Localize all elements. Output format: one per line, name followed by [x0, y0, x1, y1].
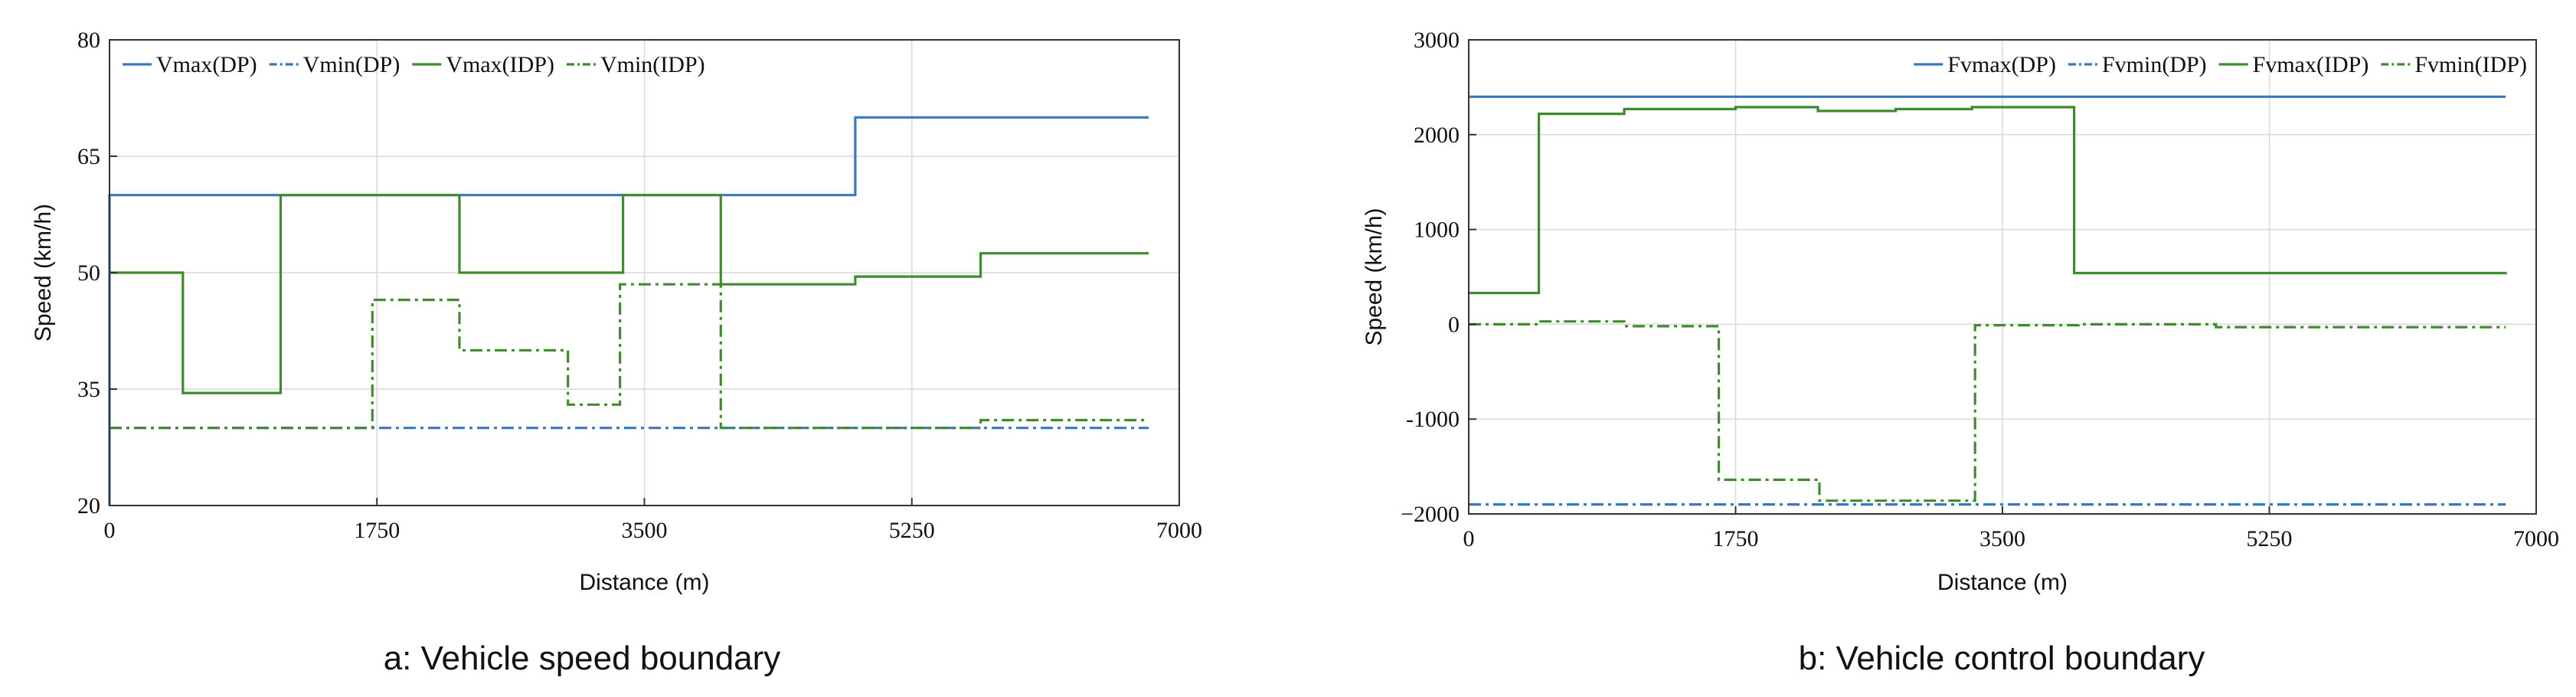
chart-caption: b: Vehicle control boundary: [1799, 640, 2205, 677]
y-axis-label: Speed (km/h): [1362, 208, 1387, 345]
y-tick-label: 3000: [1414, 28, 1460, 53]
legend-label: Fvmax(IDP): [2253, 52, 2369, 77]
speed-boundary-chart: 0 1750 3500 5250 7000 20 35 50 65 80 Vmax(DP) Vmi…: [31, 28, 1202, 677]
legend-label: Vmin(DP): [303, 52, 400, 77]
legend-item: Fvmax(DP): [1914, 52, 2056, 77]
legend-item: Vmin(DP): [269, 52, 400, 77]
series-line-vmin-idp: [110, 283, 1149, 430]
x-axis-label: Distance (m): [579, 570, 709, 595]
control-boundary-chart: 0 1750 3500 5250 7000 −2000 -1000 0 1000 2000 300…: [1362, 28, 2559, 677]
chart-caption: a: Vehicle speed boundary: [384, 640, 781, 677]
y-tick-label: -1000: [1406, 407, 1460, 432]
legend-item: Vmax(DP): [123, 52, 257, 77]
y-tick-label: 20: [77, 493, 100, 519]
y-tick-label: 2000: [1414, 123, 1460, 148]
legend-label: Fvmax(DP): [1947, 52, 2056, 77]
legend-label: Vmin(IDP): [600, 52, 705, 77]
y-axis-label: Speed (km/h): [31, 204, 56, 342]
legend-item: Vmin(IDP): [566, 52, 705, 77]
x-tick-label: 7000: [2513, 526, 2559, 551]
y-tick-label: 1000: [1414, 218, 1460, 243]
y-tick-label: 65: [77, 144, 100, 169]
legend-label: Vmax(DP): [156, 52, 257, 77]
legend-label: Vmax(IDP): [446, 52, 554, 77]
series-line-vmax-idp: [110, 194, 1149, 394]
legend-item: Fvmin(DP): [2068, 52, 2207, 77]
y-tick-label: 80: [77, 28, 100, 53]
legend-item: Fvmin(IDP): [2381, 52, 2527, 77]
x-tick-label: 3500: [622, 518, 668, 543]
x-tick-label: 0: [104, 518, 116, 543]
x-tick-label: 1750: [1713, 526, 1759, 551]
x-tick-label: 3500: [1979, 526, 2025, 551]
series-line-vmax-dp: [108, 116, 1149, 506]
series-line-fvmin-idp: [1469, 320, 2506, 502]
x-tick-label: 1750: [354, 518, 400, 543]
y-tick-label: −2000: [1401, 502, 1460, 527]
series-line-fvmax-idp: [1469, 106, 2507, 295]
x-axis-label: Distance (m): [1937, 570, 2068, 595]
legend-item: Vmax(IDP): [412, 52, 554, 77]
legend-label: Fvmin(DP): [2102, 52, 2207, 77]
x-tick-label: 5250: [889, 518, 935, 543]
x-tick-label: 7000: [1156, 518, 1202, 543]
x-tick-label: 0: [1463, 526, 1475, 551]
legend-label: Fvmin(IDP): [2414, 52, 2527, 77]
legend-item: Fvmax(IDP): [2218, 52, 2369, 77]
y-tick-label: 50: [77, 260, 100, 286]
y-tick-label: 0: [1448, 312, 1460, 337]
x-tick-label: 5250: [2247, 526, 2293, 551]
y-tick-label: 35: [77, 377, 100, 402]
